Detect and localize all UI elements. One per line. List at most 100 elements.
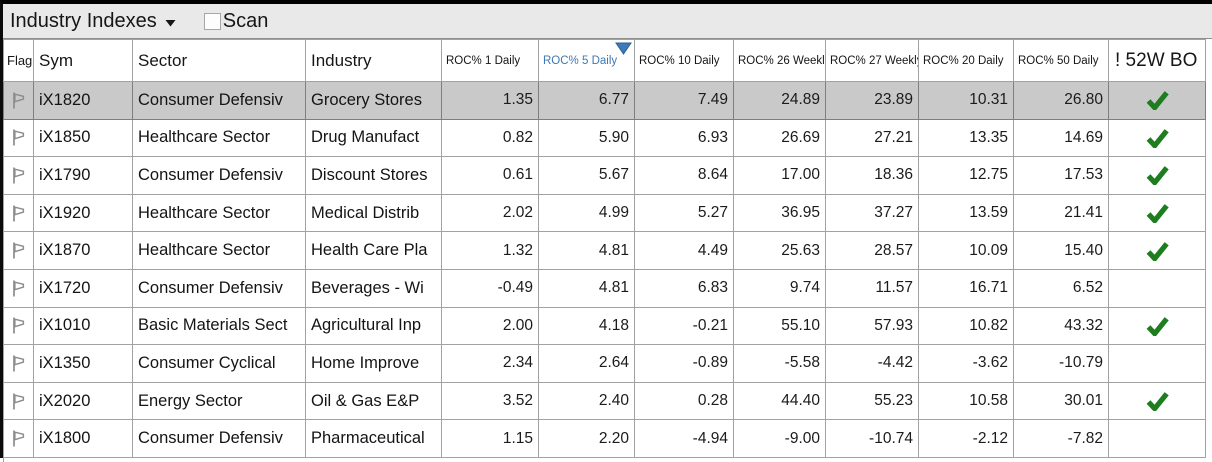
- flag-icon[interactable]: [5, 429, 32, 448]
- roc26-weekly-cell: 55.10: [733, 306, 826, 346]
- checkmark-icon: [1146, 166, 1169, 186]
- roc50-daily-cell: 26.80: [1013, 81, 1109, 120]
- breakout-cell: [1108, 231, 1206, 270]
- table-row[interactable]: iX1920 Healthcare Sector Medical Distrib…: [3, 193, 1206, 233]
- column-header-roc10-daily[interactable]: ROC% 10 Daily: [634, 39, 734, 82]
- column-header-roc20-daily[interactable]: ROC% 20 Daily: [918, 39, 1014, 82]
- breakout-cell: [1108, 193, 1206, 233]
- roc27-weekly-cell: -4.42: [825, 344, 919, 383]
- roc5-daily-cell: 2.20: [538, 419, 635, 458]
- flag-cell[interactable]: [3, 231, 34, 270]
- roc27-weekly-cell: -10.74: [825, 419, 919, 458]
- sector-cell: Basic Materials Sect: [132, 306, 306, 346]
- breakout-cell: [1108, 344, 1206, 383]
- table-row[interactable]: iX1720 Consumer Defensiv Beverages - Wi …: [3, 268, 1206, 308]
- flag-cell[interactable]: [3, 381, 34, 421]
- roc20-daily-cell: 13.35: [918, 118, 1014, 158]
- roc1-daily-cell: 0.61: [441, 156, 539, 195]
- roc27-weekly-cell: 37.27: [825, 193, 919, 233]
- flag-cell[interactable]: [3, 344, 34, 383]
- sector-cell: Healthcare Sector: [132, 231, 306, 270]
- checkmark-icon: [1146, 129, 1169, 148]
- symbol-cell: iX1850: [33, 118, 133, 158]
- table-row[interactable]: iX1870 Healthcare Sector Health Care Pla…: [3, 231, 1206, 270]
- industry-cell: Agricultural Inp: [305, 306, 442, 346]
- roc5-daily-cell: 4.81: [538, 231, 635, 270]
- roc10-daily-cell: 6.83: [634, 268, 734, 308]
- flag-cell[interactable]: [3, 193, 34, 233]
- breakout-cell: [1108, 268, 1206, 308]
- table-row[interactable]: iX1350 Consumer Cyclical Home Improve 2.…: [3, 344, 1206, 383]
- roc10-daily-cell: -0.89: [634, 344, 734, 383]
- breakout-cell: [1108, 118, 1206, 158]
- roc20-daily-cell: 10.31: [918, 81, 1014, 120]
- symbol-cell: iX1720: [33, 268, 133, 308]
- symbol-cell: iX1820: [33, 81, 133, 120]
- flag-icon[interactable]: [5, 204, 32, 223]
- column-header-roc50-daily[interactable]: ROC% 50 Daily: [1013, 39, 1109, 82]
- industry-cell: Health Care Pla: [305, 231, 442, 270]
- table-row[interactable]: iX2020 Energy Sector Oil & Gas E&P 3.52 …: [3, 381, 1206, 421]
- sector-cell: Consumer Defensiv: [132, 268, 306, 308]
- flag-cell[interactable]: [3, 81, 34, 120]
- toolbar: Industry Indexes Scan: [3, 4, 1212, 39]
- column-header-sector[interactable]: Sector: [132, 39, 306, 82]
- flag-icon[interactable]: [5, 128, 32, 147]
- sector-cell: Consumer Cyclical: [132, 344, 306, 383]
- flag-cell[interactable]: [3, 419, 34, 458]
- roc10-daily-cell: -4.94: [634, 419, 734, 458]
- table-row[interactable]: iX1800 Consumer Defensiv Pharmaceutical …: [3, 419, 1206, 458]
- roc20-daily-cell: 13.59: [918, 193, 1014, 233]
- flag-cell[interactable]: [3, 268, 34, 308]
- roc50-daily-cell: 21.41: [1013, 193, 1109, 233]
- roc27-weekly-cell: 57.93: [825, 306, 919, 346]
- roc27-weekly-cell: 27.21: [825, 118, 919, 158]
- column-header-roc5-daily[interactable]: ROC% 5 Daily: [538, 39, 635, 82]
- symbol-cell: iX1010: [33, 306, 133, 346]
- column-header-roc26-weekly[interactable]: ROC% 26 Weekly: [733, 39, 826, 82]
- table-header: Flag Sym Sector Industry ROC% 1 Daily RO…: [3, 39, 1206, 82]
- symbol-cell: iX1870: [33, 231, 133, 270]
- flag-icon[interactable]: [5, 91, 32, 110]
- flag-cell[interactable]: [3, 306, 34, 346]
- industry-cell: Pharmaceutical: [305, 419, 442, 458]
- index-group-dropdown[interactable]: Industry Indexes: [3, 4, 180, 38]
- column-header-sym[interactable]: Sym: [33, 39, 133, 82]
- industry-cell: Drug Manufact: [305, 118, 442, 158]
- roc1-daily-cell: 1.15: [441, 419, 539, 458]
- flag-icon[interactable]: [5, 392, 32, 411]
- table-row[interactable]: iX1850 Healthcare Sector Drug Manufact 0…: [3, 118, 1206, 158]
- flag-icon[interactable]: [5, 279, 32, 298]
- checkmark-icon: [1146, 392, 1169, 412]
- roc10-daily-cell: 8.64: [634, 156, 734, 195]
- table-row[interactable]: iX1820 Consumer Defensiv Grocery Stores …: [3, 81, 1206, 120]
- flag-cell[interactable]: [3, 118, 34, 158]
- roc1-daily-cell: 1.35: [441, 81, 539, 120]
- flag-icon[interactable]: [5, 241, 32, 260]
- roc50-daily-cell: -10.79: [1013, 344, 1109, 383]
- checkmark-icon: [1146, 204, 1169, 224]
- flag-icon[interactable]: [5, 354, 32, 373]
- scan-checkbox[interactable]: [203, 12, 221, 30]
- column-header-52w-breakout[interactable]: ! 52W BO: [1108, 39, 1206, 82]
- roc26-weekly-cell: 9.74: [733, 268, 826, 308]
- column-header-industry[interactable]: Industry: [305, 39, 442, 82]
- table-row[interactable]: iX1010 Basic Materials Sect Agricultural…: [3, 306, 1206, 346]
- table-row[interactable]: iX1790 Consumer Defensiv Discount Stores…: [3, 156, 1206, 195]
- roc20-daily-cell: -2.12: [918, 419, 1014, 458]
- flag-icon[interactable]: [5, 166, 32, 185]
- column-header-roc27-weekly[interactable]: ROC% 27 Weekly: [825, 39, 919, 82]
- roc27-weekly-cell: 11.57: [825, 268, 919, 308]
- roc50-daily-cell: -7.82: [1013, 419, 1109, 458]
- roc5-daily-cell: 5.90: [538, 118, 635, 158]
- roc10-daily-cell: -0.21: [634, 306, 734, 346]
- flag-icon[interactable]: [5, 316, 32, 335]
- flag-cell[interactable]: [3, 156, 34, 195]
- column-header-roc1-daily[interactable]: ROC% 1 Daily: [441, 39, 539, 82]
- column-header-flag[interactable]: Flag: [3, 39, 34, 82]
- roc5-daily-cell: 4.81: [538, 268, 635, 308]
- scan-toggle[interactable]: Scan: [203, 10, 268, 33]
- checkmark-icon: [1146, 317, 1169, 336]
- roc10-daily-cell: 5.27: [634, 193, 734, 233]
